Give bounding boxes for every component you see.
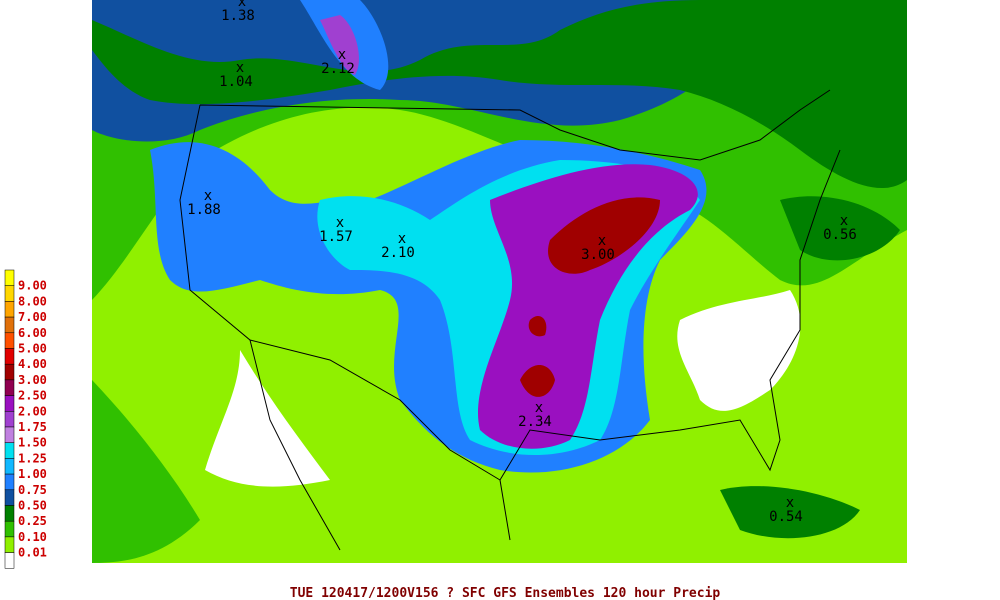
annotation-value: 1.88 <box>187 202 221 218</box>
legend-swatch <box>4 332 15 349</box>
legend: 9.008.00 7.00 6.00 5.004.00 3.00 2.502.00 1.75… <box>4 269 47 569</box>
precip-area <box>92 380 200 563</box>
legend-swatch <box>4 395 15 412</box>
legend-swatch <box>4 473 15 491</box>
legend-swatch <box>4 442 15 459</box>
annotation-marker: x <box>398 231 406 247</box>
legend-swatch <box>4 552 15 569</box>
dry-area <box>205 350 330 487</box>
legend-label: 9.00 <box>18 279 47 293</box>
legend-label: 2.50 <box>18 389 47 403</box>
precip-area <box>320 15 360 75</box>
legend-label: 1.25 <box>18 451 47 465</box>
legend-label: 3.00 <box>18 373 47 387</box>
legend-label: 1.00 <box>18 467 47 481</box>
annotation-marker: x <box>598 233 606 249</box>
legend-swatch <box>4 411 15 428</box>
legend-label: 6.00 <box>18 326 47 340</box>
legend-label: 7.00 <box>18 310 47 324</box>
annotation-value: 2.12 <box>321 61 355 77</box>
legend-swatch <box>4 348 15 365</box>
precip-area <box>92 0 907 189</box>
legend-label: 0.50 <box>18 499 47 513</box>
legend-label: 0.25 <box>18 514 47 528</box>
legend-label: 1.50 <box>18 436 47 450</box>
annotation-value: 0.54 <box>769 509 803 525</box>
annotation-value: 2.34 <box>518 414 552 430</box>
annotation-marker: x <box>236 60 244 76</box>
legend-swatch <box>4 379 15 396</box>
annotation-marker: x <box>535 400 543 416</box>
footer-caption: TUE 120417/1200V156 ? SFC GFS Ensembles … <box>290 586 721 600</box>
legend-swatch <box>4 285 15 302</box>
legend-swatch <box>4 269 15 286</box>
annotation-value: 0.56 <box>823 227 857 243</box>
legend-label: 0.10 <box>18 530 47 544</box>
legend-label: 0.75 <box>18 483 47 497</box>
legend-swatch <box>4 363 15 381</box>
precip-area <box>520 365 555 397</box>
coastline <box>249 339 511 551</box>
legend-label: 5.00 <box>18 342 47 356</box>
precip-area <box>528 315 547 337</box>
annotation-value: 1.57 <box>319 229 353 245</box>
legend-swatch <box>4 489 15 506</box>
legend-swatch <box>4 536 15 553</box>
precip-area <box>780 196 900 261</box>
precip-area <box>720 486 860 539</box>
legend-swatch <box>4 505 15 522</box>
annotation-marker: x <box>238 0 246 10</box>
annotation-marker: x <box>786 495 794 511</box>
legend-label: 4.00 <box>18 357 47 371</box>
annotation-value: 1.38 <box>221 8 255 24</box>
legend-swatch <box>4 316 15 334</box>
legend-swatch <box>4 426 15 443</box>
annotation-marker: x <box>338 47 346 63</box>
legend-label: 8.00 <box>18 294 47 308</box>
annotation-value: 2.10 <box>381 245 415 261</box>
annotation-value: 1.04 <box>219 74 253 90</box>
legend-label: 2.00 <box>18 404 47 418</box>
annotation-marker: x <box>840 213 848 229</box>
map <box>92 0 907 563</box>
legend-swatch <box>4 458 15 475</box>
annotation-marker: x <box>336 215 344 231</box>
legend-label: 1.75 <box>18 420 47 434</box>
annotation-value: 3.00 <box>581 247 615 263</box>
annotation-marker: x <box>204 188 212 204</box>
legend-label: 0.01 <box>18 546 47 560</box>
legend-swatch <box>4 520 15 538</box>
legend-swatch <box>4 301 15 318</box>
precip-area <box>548 197 660 274</box>
